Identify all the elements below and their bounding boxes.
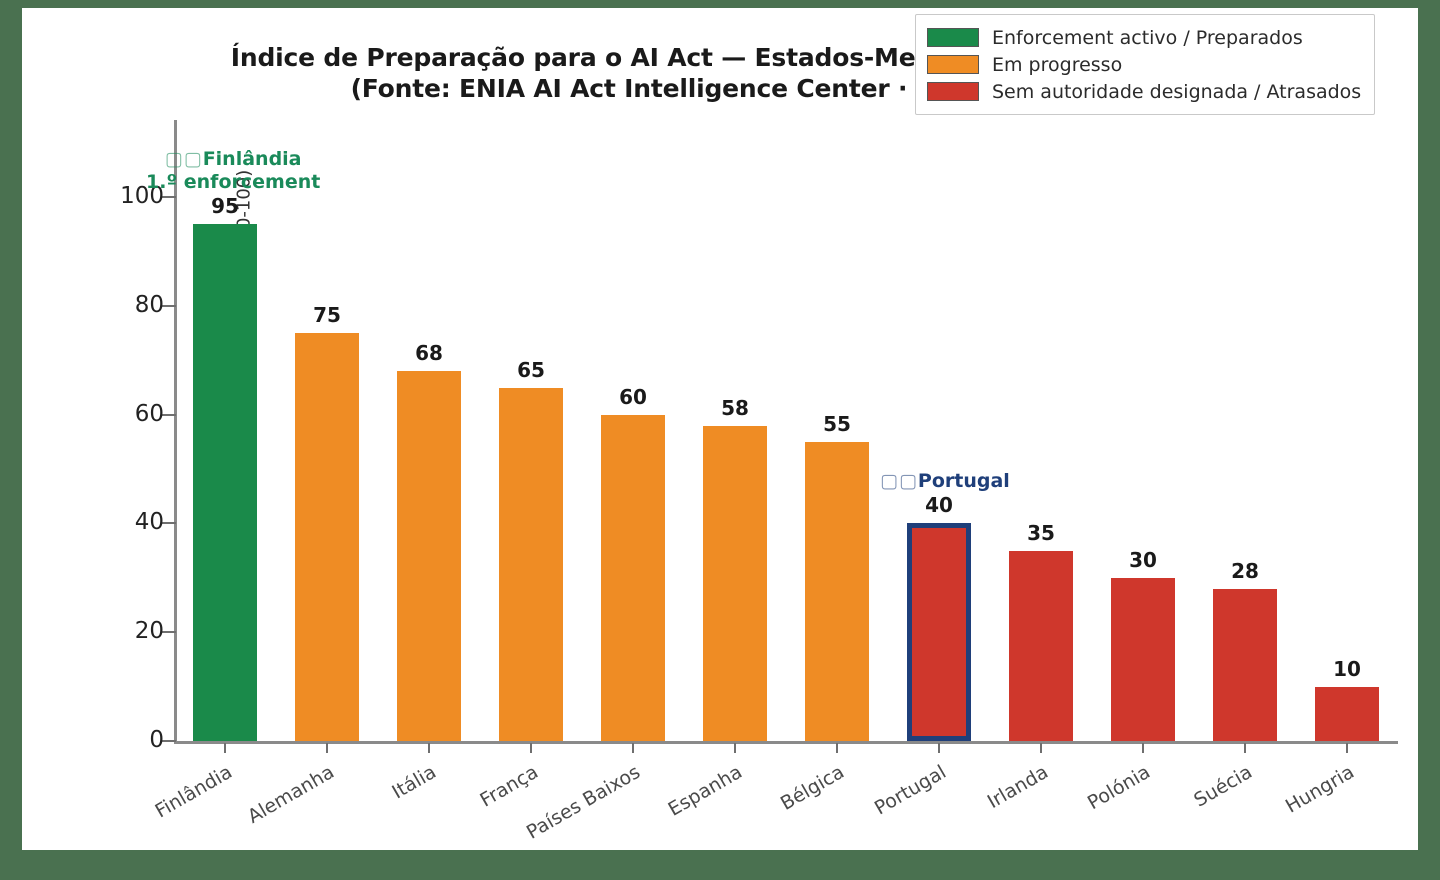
x-axis-tick-label: Polónia xyxy=(1083,761,1154,815)
bar-value-label: 75 xyxy=(313,303,341,328)
bar-group: 28 xyxy=(1213,559,1277,741)
bar-group: 55 xyxy=(805,412,869,741)
x-axis-tick xyxy=(734,743,736,753)
bar[interactable] xyxy=(295,333,359,741)
legend-label-delayed: Sem autoridade designada / Atrasados xyxy=(992,80,1362,103)
bar-value-label: 68 xyxy=(415,341,443,366)
bar-value-label: 55 xyxy=(823,411,851,436)
x-axis-tick xyxy=(530,743,532,753)
annotation-portugal-line1: ▢▢ Portugal xyxy=(880,470,1010,493)
y-axis-tick xyxy=(162,740,176,742)
y-axis-tick xyxy=(162,196,176,199)
x-axis-tick-label: Finlândia xyxy=(151,761,236,823)
bar-group: 58 xyxy=(703,396,767,741)
y-axis-tick-label: 0 xyxy=(149,727,164,753)
bar-group: 40 xyxy=(907,493,971,741)
bar[interactable] xyxy=(1213,588,1277,741)
x-axis-tick-label: Países Baixos xyxy=(522,761,644,844)
legend-item-prepared[interactable]: Enforcement activo / Preparados xyxy=(927,24,1361,51)
legend-label-in-progress: Em progresso xyxy=(992,53,1123,76)
bar-value-label: 28 xyxy=(1231,558,1259,583)
annotation-portugal: ▢▢ Portugal xyxy=(880,470,1010,493)
legend-label-prepared: Enforcement activo / Preparados xyxy=(992,26,1303,49)
y-axis-tick xyxy=(162,522,176,525)
bar-group: 75 xyxy=(295,303,359,741)
x-axis-tick-label: Bélgica xyxy=(776,761,848,815)
y-axis-tick xyxy=(162,631,176,634)
y-axis-tick-label: 100 xyxy=(120,183,164,210)
bar-highlighted[interactable] xyxy=(907,523,971,741)
y-axis-spine xyxy=(174,120,177,743)
y-axis-tick-label: 40 xyxy=(134,509,164,536)
bar-value-label: 30 xyxy=(1129,547,1157,572)
bar[interactable] xyxy=(805,441,869,741)
x-axis-tick xyxy=(938,743,940,753)
bar[interactable] xyxy=(193,224,257,741)
bar-value-label: 95 xyxy=(211,194,239,219)
bar-group: 65 xyxy=(499,358,563,741)
bar[interactable] xyxy=(601,414,665,741)
chart-legend: Enforcement activo / Preparados Em progr… xyxy=(915,14,1376,115)
bar-value-label: 40 xyxy=(925,493,953,518)
bar[interactable] xyxy=(1111,577,1175,741)
x-axis-spine xyxy=(174,741,1398,744)
bar-value-label: 65 xyxy=(517,357,545,382)
x-axis-tick xyxy=(836,743,838,753)
y-axis-tick-label: 60 xyxy=(134,400,164,427)
bar-group: 95 xyxy=(193,194,257,741)
bar-value-label: 35 xyxy=(1027,520,1055,545)
y-axis-tick-label: 80 xyxy=(134,291,164,318)
annotation-portugal-name: Portugal xyxy=(917,470,1010,493)
bar[interactable] xyxy=(1315,686,1379,741)
x-axis-tick-label: Espanha xyxy=(664,761,746,821)
plot-area: Índice de Preparação (0-100) 02040608010… xyxy=(120,120,1398,844)
y-axis-tick xyxy=(162,413,176,416)
x-axis-tick xyxy=(428,743,430,753)
x-axis-tick-label: Suécia xyxy=(1190,761,1256,812)
y-axis-tick xyxy=(162,304,176,307)
bar-group: 60 xyxy=(601,385,665,741)
annotation-finlandia-name: Finlândia xyxy=(202,148,302,171)
bar[interactable] xyxy=(499,387,563,741)
bar[interactable] xyxy=(1009,550,1073,741)
x-axis-tick-label: Irlanda xyxy=(983,761,1052,814)
annotation-finlandia-line2: 1.º enforcement xyxy=(146,171,321,194)
bar[interactable] xyxy=(397,371,461,741)
bar-value-label: 58 xyxy=(721,395,749,420)
bar-group: 35 xyxy=(1009,521,1073,741)
x-axis-tick-label: Portugal xyxy=(870,761,950,820)
x-axis-tick xyxy=(1244,743,1246,753)
bar-group: 30 xyxy=(1111,548,1175,741)
bar-value-label: 10 xyxy=(1333,656,1361,681)
x-axis-tick xyxy=(1346,743,1348,753)
legend-swatch-green xyxy=(927,28,979,47)
x-axis-tick xyxy=(1142,743,1144,753)
annotation-finlandia-line1: ▢▢ Finlândia xyxy=(146,148,320,171)
bar-group: 10 xyxy=(1315,657,1379,741)
x-axis-tick-label: Itália xyxy=(388,761,440,804)
legend-item-in-progress[interactable]: Em progresso xyxy=(927,51,1361,78)
legend-swatch-red xyxy=(927,82,979,101)
x-axis-tick-label: França xyxy=(476,761,542,812)
x-axis-tick xyxy=(632,743,634,753)
bar-group: 68 xyxy=(397,341,461,741)
annotation-finlandia: ▢▢ Finlândia 1.º enforcement xyxy=(146,148,320,194)
chart-figure: Índice de Preparação para o AI Act — Est… xyxy=(22,8,1418,850)
x-axis-tick xyxy=(224,743,226,753)
legend-swatch-orange xyxy=(927,55,979,74)
bar[interactable] xyxy=(703,425,767,741)
x-axis-tick-label: Alemanha xyxy=(243,761,338,828)
x-axis-tick xyxy=(326,743,328,753)
x-axis-tick xyxy=(1040,743,1042,753)
y-axis-tick-label: 20 xyxy=(134,618,164,645)
flag-icon: ▢▢ xyxy=(880,470,918,493)
x-axis-tick-label: Hungria xyxy=(1281,761,1358,818)
bar-value-label: 60 xyxy=(619,384,647,409)
flag-icon: ▢▢ xyxy=(164,148,203,171)
legend-item-delayed[interactable]: Sem autoridade designada / Atrasados xyxy=(927,78,1361,105)
